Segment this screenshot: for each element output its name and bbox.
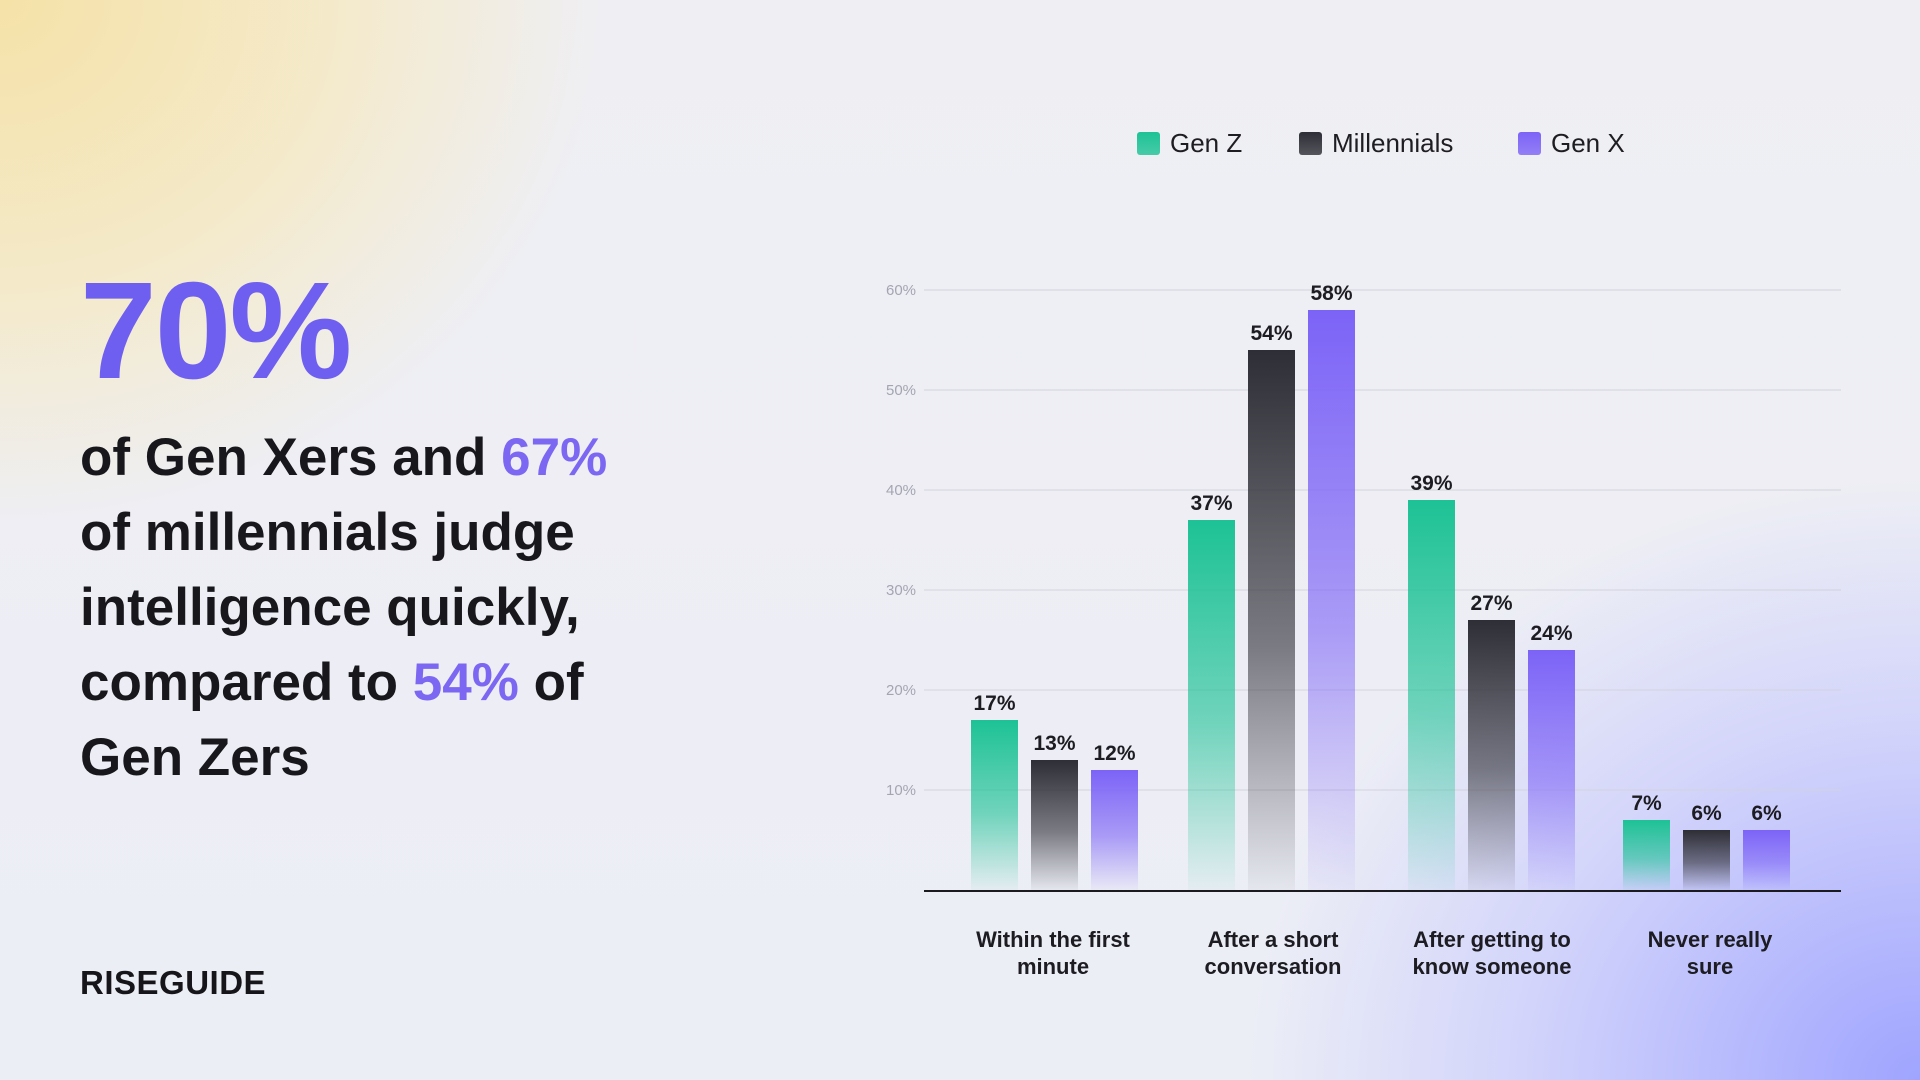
value-label-gen-z: 39% [1410, 472, 1452, 495]
x-category-label-after-getting-to-know: After getting to know someone [1382, 926, 1602, 980]
bar-gen-x [1743, 830, 1790, 890]
chart-value-labels: 17% 13% 12% 37% 54% 58% 39% 27% 24% 7% 6% 6% [973, 282, 1782, 825]
chart-bars [971, 310, 1790, 890]
x-category-label-never-really-sure: Never really sure [1600, 926, 1820, 980]
y-tick-label: 20% [886, 682, 916, 699]
x-category-label-line: Within the first [976, 927, 1130, 952]
y-tick-label: 10% [886, 782, 916, 799]
x-category-label-line: know someone [1412, 954, 1572, 979]
bar-gen-x [1308, 310, 1355, 890]
headline-line1-text: of Gen Xers and [80, 428, 502, 487]
chart-grid: 10% 20% 30% 40% 50% 60% [886, 282, 1841, 799]
legend-swatch-millennials [1299, 132, 1322, 155]
value-label-gen-x: 6% [1751, 802, 1782, 825]
headline-line4-tail: of [518, 653, 584, 712]
value-label-gen-x: 24% [1530, 622, 1572, 645]
y-tick-label: 50% [886, 382, 916, 399]
y-tick-label: 40% [886, 482, 916, 499]
legend-swatch-gen-z [1137, 132, 1160, 155]
headline-highlight-67: 67% [501, 428, 608, 487]
legend-label-gen-x: Gen X [1551, 128, 1625, 158]
value-label-gen-z: 37% [1190, 492, 1232, 515]
headline-big-stat: 70% [80, 254, 352, 408]
x-category-label-line: minute [1016, 954, 1090, 979]
legend-item-gen-z: Gen Z [1137, 128, 1242, 159]
headline-line2: of millennials judge [80, 503, 575, 562]
value-label-gen-z: 17% [973, 692, 1015, 715]
headline-statement: of Gen Xers and 67% of millennials judge… [80, 420, 700, 795]
headline-line5: Gen Zers [80, 728, 310, 787]
brand-logo: RISEGUIDE [80, 964, 267, 1001]
x-category-label-line: conversation [1204, 954, 1342, 979]
y-tick-label: 30% [886, 582, 916, 599]
value-label-millennials: 27% [1470, 592, 1512, 615]
value-label-gen-x: 58% [1310, 282, 1352, 305]
headline-block: 70% of Gen Xers and 67% of millennials j… [80, 262, 700, 795]
value-label-millennials: 6% [1691, 802, 1722, 825]
x-category-label-line: sure [1686, 954, 1734, 979]
x-category-label-after-short-conversation: After a short conversation [1163, 926, 1383, 980]
bar-gen-z [971, 720, 1018, 890]
value-label-gen-x: 12% [1093, 742, 1135, 765]
legend-item-millennials: Millennials [1299, 128, 1453, 159]
bar-gen-z [1623, 820, 1670, 890]
value-label-millennials: 54% [1250, 322, 1292, 345]
headline-line3: intelligence quickly, [80, 578, 580, 637]
x-category-label-line: After a short [1207, 927, 1339, 952]
headline-highlight-54: 54% [412, 653, 519, 712]
bar-millennials [1248, 350, 1295, 890]
x-category-label-line: Never really [1647, 927, 1773, 952]
bar-gen-x [1528, 650, 1575, 890]
legend-label-millennials: Millennials [1332, 128, 1454, 158]
y-tick-label: 60% [886, 282, 916, 299]
bar-millennials [1683, 830, 1730, 890]
bar-gen-x [1091, 770, 1138, 890]
bar-millennials [1031, 760, 1078, 890]
bar-millennials [1468, 620, 1515, 890]
value-label-gen-z: 7% [1631, 792, 1662, 815]
legend-label-gen-z: Gen Z [1170, 128, 1243, 158]
bar-gen-z [1188, 520, 1235, 890]
legend-swatch-gen-x [1518, 132, 1541, 155]
x-category-label-line: After getting to [1413, 927, 1571, 952]
bar-gen-z [1408, 500, 1455, 890]
headline-line4-text: compared to [80, 653, 413, 712]
value-label-millennials: 13% [1033, 732, 1075, 755]
x-category-label-within-first-minute: Within the first minute [943, 926, 1163, 980]
legend-item-gen-x: Gen X [1518, 128, 1625, 159]
